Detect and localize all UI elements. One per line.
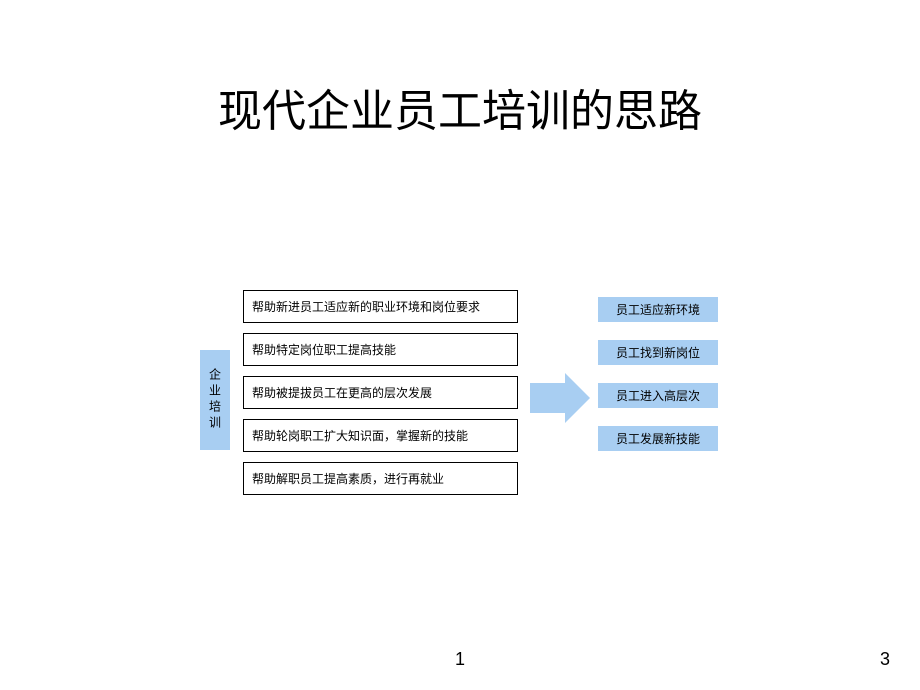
source-box: 企业培训 <box>200 350 230 450</box>
page-number-right: 3 <box>880 649 890 670</box>
mid-item-4: 帮助解职员工提高素质，进行再就业 <box>243 462 518 495</box>
page-title: 现代企业员工培训的思路 <box>0 75 920 139</box>
right-item-3: 员工发展新技能 <box>598 426 718 451</box>
mid-item-1: 帮助特定岗位职工提高技能 <box>243 333 518 366</box>
right-item-2: 员工进入高层次 <box>598 383 718 408</box>
right-item-0: 员工适应新环境 <box>598 297 718 322</box>
mid-item-2: 帮助被提拔员工在更高的层次发展 <box>243 376 518 409</box>
right-item-1: 员工找到新岗位 <box>598 340 718 365</box>
mid-item-3: 帮助轮岗职工扩大知识面，掌握新的技能 <box>243 419 518 452</box>
middle-column: 帮助新进员工适应新的职业环境和岗位要求 帮助特定岗位职工提高技能 帮助被提拔员工… <box>243 290 518 505</box>
right-column: 员工适应新环境 员工找到新岗位 员工进入高层次 员工发展新技能 <box>598 297 718 469</box>
mid-item-0: 帮助新进员工适应新的职业环境和岗位要求 <box>243 290 518 323</box>
flowchart: 企业培训 帮助新进员工适应新的职业环境和岗位要求 帮助特定岗位职工提高技能 帮助… <box>200 290 760 520</box>
arrow-icon <box>530 373 590 423</box>
page-number-center: 1 <box>455 649 465 670</box>
